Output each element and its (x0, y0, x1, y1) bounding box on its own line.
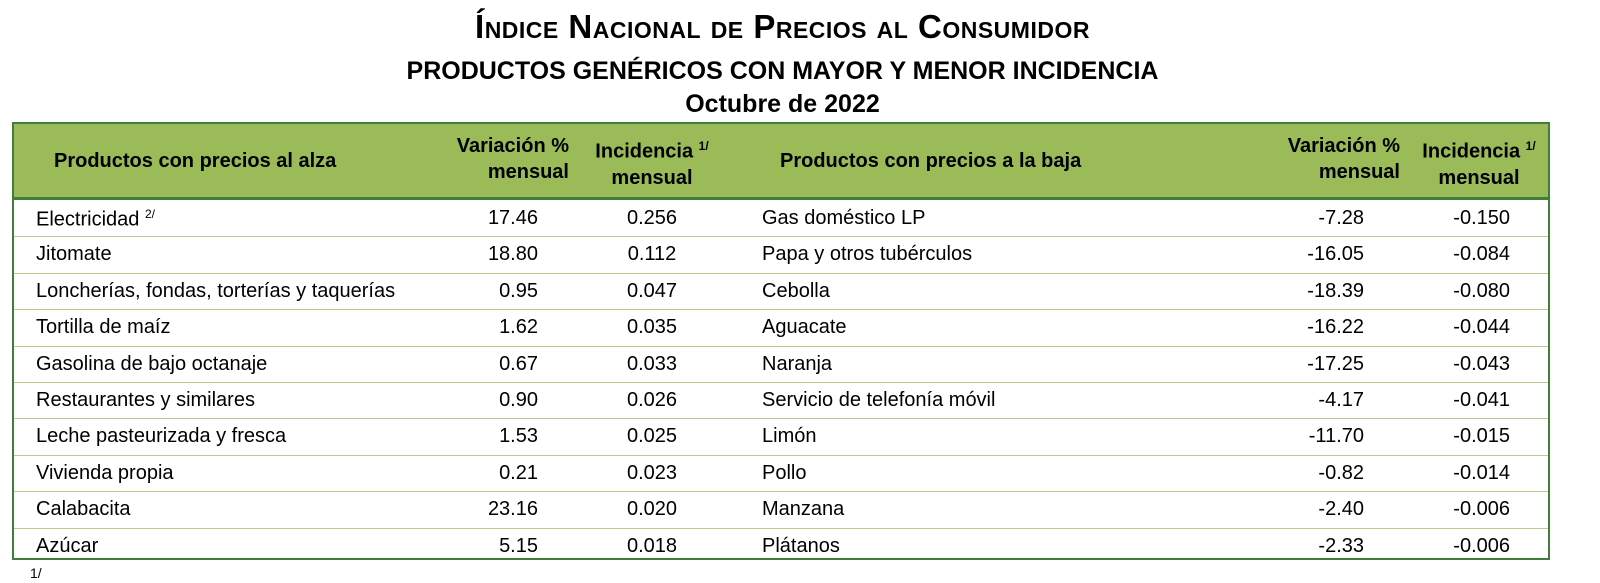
table-row: Jitomate 18.80 0.112 Papa y otros tubérc… (14, 236, 1548, 274)
table-row: Loncherías, fondas, torterías y taquería… (14, 273, 1548, 311)
table-row: Restaurantes y similares 0.90 0.026 Serv… (14, 382, 1548, 420)
down-incidence: -0.043 (1453, 352, 1510, 375)
table-row: Calabacita 23.16 0.020 Manzana -2.40 -0.… (14, 491, 1548, 529)
up-incidence: 0.047 (626, 279, 678, 302)
down-variation: -2.40 (1318, 498, 1364, 521)
down-incidence: -0.014 (1453, 461, 1510, 484)
up-product: Leche pasteurizada y fresca (36, 425, 287, 448)
up-variation: 1.62 (499, 316, 538, 339)
down-incidence: -0.080 (1453, 279, 1510, 302)
up-incidence: 0.025 (626, 425, 678, 448)
down-product: Aguacate (762, 316, 847, 339)
header-up-var: Variación % mensual (456, 135, 569, 183)
down-variation: -16.22 (1307, 316, 1364, 339)
up-variation: 0.95 (499, 279, 538, 302)
down-variation: -16.05 (1307, 243, 1364, 266)
table-row: Vivienda propia 0.21 0.023 Pollo -0.82 -… (14, 455, 1548, 493)
down-product: Plátanos (762, 534, 840, 557)
header-down-products: Productos con precios a la baja (780, 150, 1082, 172)
table-row: Leche pasteurizada y fresca 1.53 0.025 L… (14, 418, 1548, 456)
up-product: Gasolina de bajo octanaje (36, 352, 268, 375)
page-subtitle: PRODUCTOS GENÉRICOS CON MAYOR Y MENOR IN… (406, 57, 1159, 85)
up-variation: 17.46 (487, 207, 538, 229)
down-variation: -18.39 (1307, 279, 1364, 302)
down-incidence: -0.015 (1453, 425, 1510, 448)
up-incidence: 0.023 (626, 461, 678, 484)
table-header: Productos con precios al alza Variación … (14, 124, 1548, 200)
up-product: Calabacita (36, 498, 131, 521)
up-incidence: 0.018 (626, 534, 678, 557)
down-product: Papa y otros tubérculos (762, 243, 973, 266)
up-incidence: 0.020 (626, 498, 678, 521)
header-down-var: Variación % mensual (1287, 135, 1400, 183)
down-product: Limón (762, 425, 817, 448)
up-incidence: 0.112 (627, 243, 677, 266)
down-variation: -0.82 (1318, 461, 1364, 484)
down-product: Pollo (762, 461, 807, 484)
up-product: Restaurantes y similares (36, 389, 255, 411)
footnote: 1/ (30, 565, 42, 581)
down-product: Cebolla (762, 279, 830, 302)
up-variation: 0.90 (499, 389, 538, 411)
down-incidence: -0.084 (1453, 243, 1510, 266)
down-incidence: -0.041 (1453, 389, 1510, 411)
up-product: Loncherías, fondas, torterías y taquería… (36, 279, 396, 302)
down-incidence: -0.150 (1453, 207, 1510, 229)
up-product: Electricidad 2/ (36, 207, 155, 231)
up-incidence: 0.033 (626, 352, 678, 375)
down-variation: -11.70 (1308, 425, 1364, 448)
period: Octubre de 2022 (685, 90, 880, 118)
down-variation: -7.28 (1318, 207, 1364, 229)
up-incidence: 0.035 (626, 316, 678, 339)
up-variation: 0.67 (499, 352, 538, 375)
up-incidence: 0.256 (626, 207, 678, 229)
header-up-inc: Incidencia 1/mensual (595, 139, 709, 189)
down-variation: -4.17 (1318, 389, 1364, 411)
down-variation: -17.25 (1307, 352, 1364, 375)
incidence-table: Productos con precios al alza Variación … (12, 122, 1550, 560)
up-variation: 18.80 (487, 243, 538, 266)
down-incidence: -0.006 (1453, 534, 1510, 557)
down-incidence: -0.044 (1453, 316, 1510, 339)
up-variation: 23.16 (487, 498, 538, 521)
up-incidence: 0.026 (626, 389, 678, 411)
table-row: Gasolina de bajo octanaje 0.67 0.033 Nar… (14, 346, 1548, 383)
header-up-products: Productos con precios al alza (54, 150, 337, 172)
up-variation: 1.53 (499, 425, 538, 448)
table-row: Tortilla de maíz 1.62 0.035 Aguacate -16… (14, 309, 1548, 347)
down-product: Naranja (762, 352, 833, 375)
table-row: Electricidad 2/ 17.46 0.256 Gas doméstic… (14, 200, 1548, 238)
up-variation: 0.21 (499, 461, 538, 484)
down-variation: -2.33 (1318, 534, 1364, 557)
up-product: Jitomate (36, 243, 112, 266)
down-incidence: -0.006 (1453, 498, 1510, 521)
up-product: Tortilla de maíz (36, 316, 171, 339)
down-product: Gas doméstico LP (762, 207, 926, 229)
up-product: Vivienda propia (36, 461, 174, 484)
table-row: Azúcar 5.15 0.018 Plátanos -2.33 -0.006 (14, 528, 1548, 564)
up-product: Azúcar (36, 534, 99, 557)
down-product: Servicio de telefonía móvil (762, 389, 996, 411)
down-product: Manzana (762, 498, 845, 521)
up-variation: 5.15 (499, 534, 538, 557)
header-down-inc: Incidencia 1/mensual (1422, 139, 1536, 189)
page-title: Índice Nacional de Precios al Consumidor (475, 8, 1090, 45)
